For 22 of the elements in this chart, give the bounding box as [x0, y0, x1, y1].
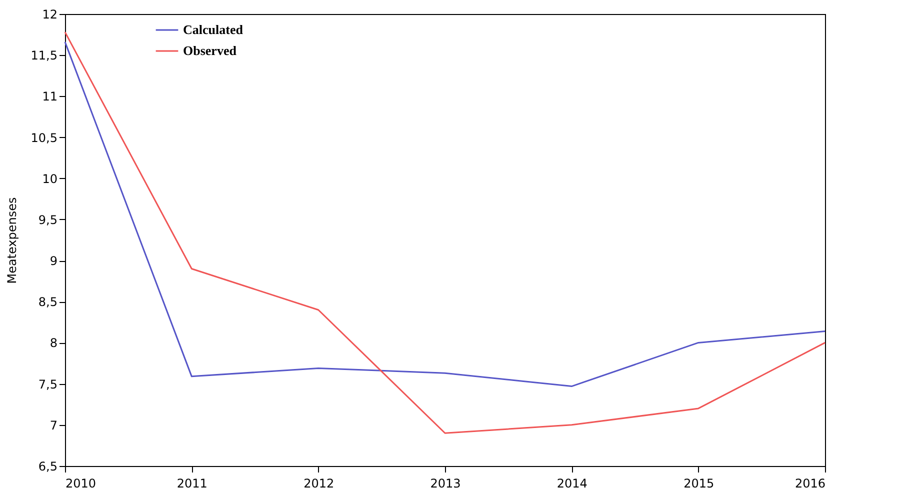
x-tick-label: 2015	[684, 476, 714, 490]
y-tick-label: 9,5	[38, 212, 58, 227]
x-tick-label: 2014	[556, 476, 588, 490]
y-tick-label: 11	[42, 90, 58, 104]
y-axis-title: Meatexpenses	[4, 197, 19, 284]
y-tick-label: 11,5	[30, 48, 58, 63]
x-tick-label: 2010	[66, 476, 96, 490]
y-tick-label: 7	[50, 418, 58, 432]
legend-label: Observed	[183, 43, 238, 58]
y-tick-label: 10	[42, 172, 58, 186]
legend-label: Calculated	[183, 22, 244, 37]
x-tick-label: 2011	[176, 476, 208, 490]
y-tick-label: 9	[50, 254, 58, 268]
x-tick-label: 2016	[794, 476, 826, 490]
x-tick-label: 2012	[304, 476, 334, 490]
y-tick-label: 8	[50, 336, 58, 350]
x-tick-label: 2013	[430, 476, 461, 490]
y-tick-label: 12	[42, 8, 58, 22]
y-tick-label: 8,5	[38, 295, 58, 310]
y-tick-label: 6,5	[38, 460, 58, 474]
y-tick-label: 10,5	[30, 130, 58, 145]
y-tick-label: 7,5	[38, 377, 58, 392]
